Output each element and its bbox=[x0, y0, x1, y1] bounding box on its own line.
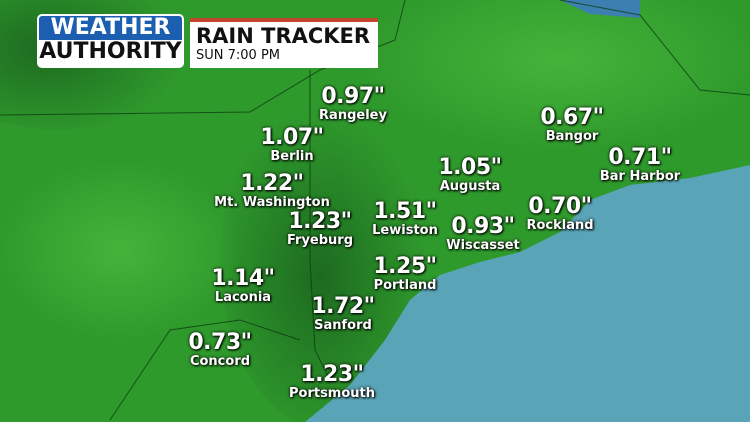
rain-total-label: 0.73" Concord bbox=[188, 330, 252, 369]
rain-total-label: 1.72" Sanford bbox=[311, 294, 375, 333]
rain-total-label: 1.07" Berlin bbox=[260, 125, 324, 164]
town-name: Portland bbox=[373, 278, 437, 293]
rain-total-label: 0.93" Wiscasset bbox=[446, 214, 520, 253]
timestamp: SUN 7:00 PM bbox=[196, 48, 281, 63]
town-name: Augusta bbox=[439, 179, 501, 194]
rain-total-label: 1.23" Fryeburg bbox=[286, 209, 354, 248]
town-name: Bangor bbox=[545, 129, 599, 144]
town-name: Bar Harbor bbox=[599, 169, 681, 184]
rain-value: 1.23" bbox=[288, 209, 352, 234]
broadcast-header: WEATHER AUTHORITY RAIN TRACKER SUN 7:00 … bbox=[37, 14, 378, 68]
town-name: Berlin bbox=[270, 149, 314, 164]
rain-value: 1.07" bbox=[260, 125, 324, 150]
rain-total-label: 1.25" Portland bbox=[373, 254, 437, 293]
rain-total-label: 1.51" Lewiston bbox=[372, 199, 438, 238]
town-name: Laconia bbox=[214, 290, 272, 305]
rain-total-label: 0.70" Rockland bbox=[526, 194, 594, 233]
town-name: Concord bbox=[189, 354, 251, 369]
title-box: RAIN TRACKER SUN 7:00 PM bbox=[190, 18, 378, 68]
rain-value: 0.93" bbox=[451, 214, 515, 239]
rain-value: 1.22" bbox=[240, 171, 304, 196]
town-name: Rangeley bbox=[319, 108, 387, 123]
rain-value: 1.14" bbox=[211, 266, 275, 291]
title: RAIN TRACKER bbox=[196, 24, 371, 48]
rain-value: 1.25" bbox=[373, 254, 437, 279]
rain-value: 1.05" bbox=[438, 155, 502, 180]
town-name: Wiscasset bbox=[446, 238, 520, 253]
rain-total-label: 1.14" Laconia bbox=[211, 266, 275, 305]
rain-total-label: 1.23" Portsmouth bbox=[288, 362, 376, 401]
town-name: Mt. Washington bbox=[214, 195, 330, 210]
rain-value: 0.70" bbox=[528, 194, 592, 219]
rain-total-label: 0.97" Rangeley bbox=[319, 84, 387, 123]
rain-value: 1.51" bbox=[373, 199, 437, 224]
rain-value: 1.23" bbox=[300, 362, 364, 387]
rain-value: 0.97" bbox=[321, 84, 385, 109]
rain-value: 0.71" bbox=[608, 145, 672, 170]
town-name: Sanford bbox=[314, 318, 372, 333]
rain-value: 1.72" bbox=[311, 294, 375, 319]
town-name: Lewiston bbox=[372, 223, 438, 238]
town-name: Fryeburg bbox=[286, 233, 354, 248]
town-name: Rockland bbox=[526, 218, 594, 233]
rain-total-label: 1.05" Augusta bbox=[438, 155, 502, 194]
ocean bbox=[305, 165, 750, 422]
rain-total-label: 0.71" Bar Harbor bbox=[599, 145, 681, 184]
weather-authority-logo: WEATHER AUTHORITY bbox=[37, 14, 184, 68]
rain-total-label: 1.22" Mt. Washington bbox=[214, 171, 330, 210]
rain-total-label: 0.67" Bangor bbox=[540, 105, 604, 144]
rain-value: 0.73" bbox=[188, 330, 252, 355]
town-name: Portsmouth bbox=[288, 386, 376, 401]
rain-value: 0.67" bbox=[540, 105, 604, 130]
